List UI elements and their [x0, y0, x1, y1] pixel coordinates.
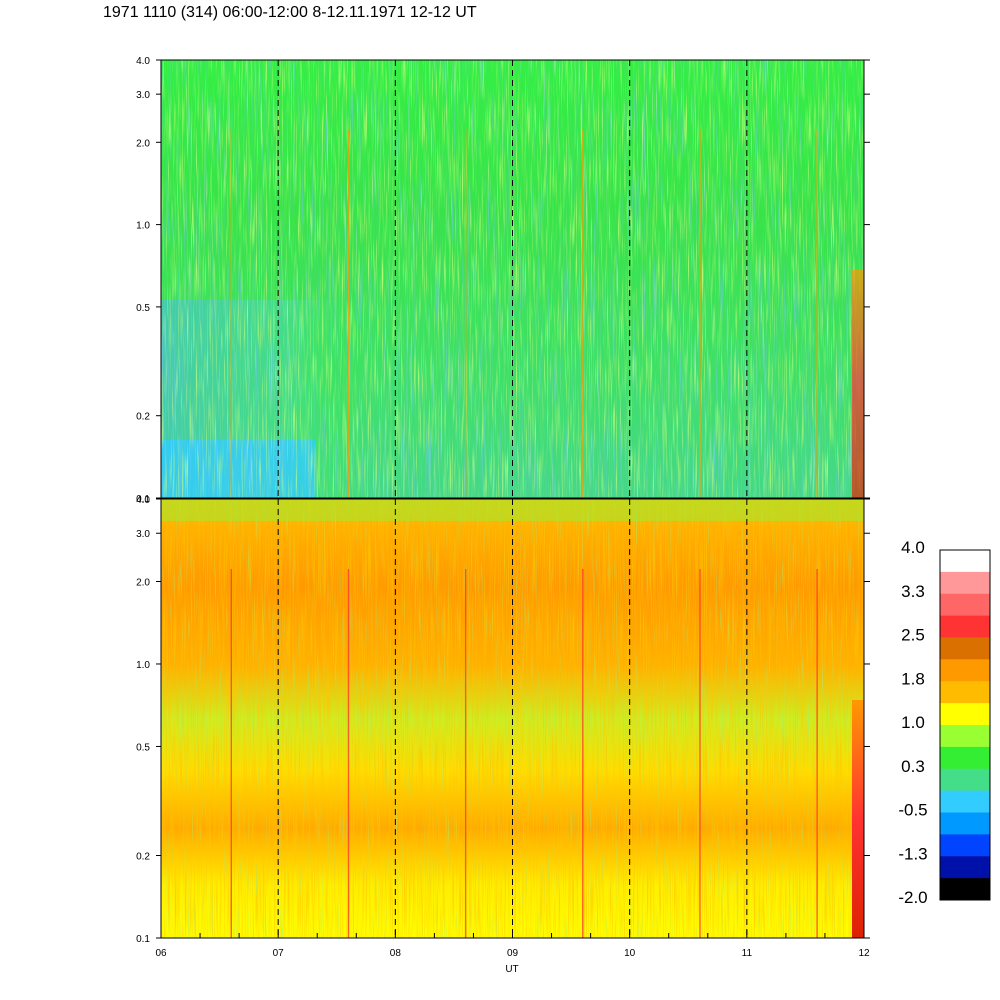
colorbar-segment — [940, 681, 990, 704]
y-tick-label: 2.0 — [136, 138, 150, 149]
x-tick-label: 08 — [390, 948, 402, 959]
y-tick-label: 0.5 — [136, 303, 150, 314]
colorbar-segment — [940, 550, 990, 573]
x-tick-label: 11 — [742, 948, 753, 959]
colorbar-segment — [940, 593, 990, 617]
y-tick-label: 0.1 — [136, 494, 150, 505]
upper-panel: 0.1 0.2 0.5 1.0 2.0 3.0 4.0 — [136, 56, 870, 505]
colorbar-frame — [939, 549, 991, 901]
colorbar-segment — [940, 856, 990, 879]
colorbar-segment — [940, 703, 990, 726]
colorbar-label: 1.8 — [901, 669, 925, 688]
colorbar-segment — [940, 768, 990, 792]
colorbar-segment — [940, 834, 990, 857]
colorbar-segment — [940, 790, 990, 813]
y-tick-label: 0.2 — [136, 412, 150, 423]
y-tick-label: 4.0 — [136, 56, 150, 67]
y-tick-label: 0.5 — [136, 742, 150, 753]
x-tick-label: 10 — [624, 948, 636, 959]
lower-panel-spikes — [230, 569, 818, 938]
colorbar-label: 3.3 — [901, 582, 925, 601]
upper-panel-frame — [160, 59, 865, 499]
colorbar-segment — [940, 746, 990, 770]
colorbar-segment — [940, 812, 990, 835]
x-axis-label: UT — [505, 964, 518, 975]
x-tick-label: 09 — [507, 948, 519, 959]
upper-panel-spikes — [230, 130, 818, 498]
x-tick-label: 12 — [858, 948, 870, 959]
y-tick-label: 2.0 — [136, 577, 150, 588]
upper-panel-right-edge-band — [852, 270, 864, 498]
y-tick-label: 1.0 — [136, 660, 150, 671]
chart-title: 1971 1110 (314) 06:00-12:00 8-12.11.1971… — [103, 4, 477, 21]
colorbar: 4.0 3.3 2.5 1.8 1.0 0.3 -0.5 -1.3 -2.0 — [898, 538, 991, 907]
y-tick-label: 1.0 — [136, 221, 150, 232]
colorbar-label: -2.0 — [898, 888, 927, 907]
lower-panel-dashed-lines — [277, 499, 748, 938]
colorbar-label: 2.5 — [901, 626, 925, 645]
y-tick-label: 3.0 — [136, 529, 150, 540]
colorbar-label: 1.0 — [901, 713, 925, 732]
x-tick-label: 07 — [273, 948, 285, 959]
colorbar-segment — [940, 659, 990, 682]
lower-panel-y-axis: 0.1 0.2 0.5 1.0 2.0 3.0 4.0 — [136, 495, 870, 945]
x-axis: 06 07 08 09 10 11 12 — [155, 930, 870, 959]
upper-panel-y-axis: 0.1 0.2 0.5 1.0 2.0 3.0 4.0 — [136, 56, 870, 505]
colorbar-label: -0.5 — [898, 801, 927, 820]
x-tick-label: 06 — [155, 948, 167, 959]
colorbar-segment — [940, 637, 990, 660]
y-tick-label: 4.0 — [136, 495, 150, 506]
y-tick-label: 0.2 — [136, 852, 150, 863]
colorbar-segment — [940, 615, 990, 638]
colorbar-segment — [940, 725, 990, 748]
y-tick-label: 3.0 — [136, 90, 150, 101]
colorbar-segment — [940, 571, 990, 595]
lower-panel: 0.1 0.2 0.5 1.0 2.0 3.0 4.0 06 07 08 09 10 11 12 UT — [136, 495, 870, 975]
colorbar-label: -1.3 — [898, 844, 927, 863]
colorbar-label: 4.0 — [901, 538, 925, 557]
y-tick-label: 0.1 — [136, 934, 150, 945]
colorbar-segment — [940, 878, 990, 901]
lower-panel-right-edge-band — [852, 700, 864, 938]
colorbar-label: 0.3 — [901, 757, 925, 776]
upper-panel-dashed-lines — [277, 60, 748, 498]
